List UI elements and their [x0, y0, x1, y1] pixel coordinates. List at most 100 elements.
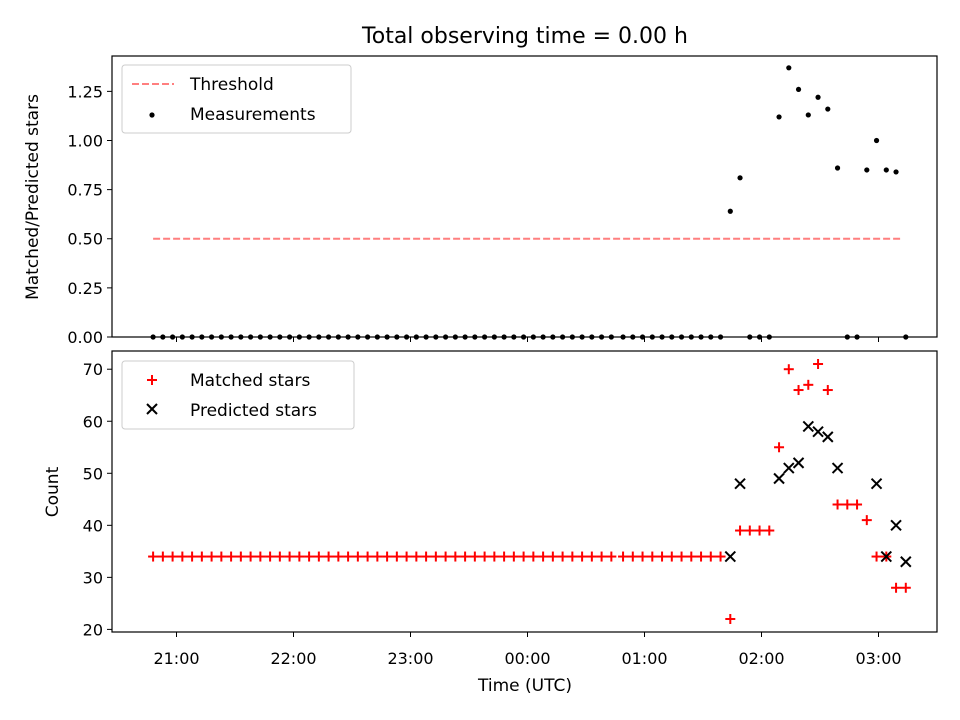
predicted-point-b — [831, 462, 844, 474]
ratio-ytick-label: 1.00 — [67, 131, 103, 150]
ratio-panel: 0.00 0.25 0.50 0.75 1.00 1.25 Matched/Predict… — [23, 55, 938, 347]
matched-point — [676, 551, 687, 562]
predicted-point — [734, 477, 746, 490]
predicted-point-b — [812, 425, 824, 438]
ratio-legend: Threshold Measurements — [121, 64, 352, 134]
measurement-point — [873, 137, 880, 144]
matched-point — [813, 359, 824, 370]
matched-point — [783, 364, 794, 375]
ratio-ytick-label: 0.00 — [67, 328, 103, 347]
matched-point — [148, 551, 159, 562]
matched-point — [421, 551, 432, 562]
matched-point — [235, 551, 246, 562]
matched-point — [255, 551, 266, 562]
matched-point — [725, 613, 736, 624]
matched-point — [245, 551, 256, 562]
matched-point — [177, 551, 188, 562]
matched-point — [852, 499, 863, 510]
matched-point — [618, 551, 629, 562]
count-ytick-label: 30 — [83, 568, 103, 587]
predicted-point — [900, 556, 912, 568]
matched-point — [430, 551, 441, 562]
matched-point — [508, 551, 519, 562]
matched-point — [479, 551, 490, 562]
predicted-point-b — [870, 477, 883, 490]
count-marks — [148, 359, 912, 624]
matched-point — [627, 551, 638, 562]
predicted-point — [802, 420, 815, 433]
predicted-point — [890, 519, 902, 532]
matched-point — [382, 551, 393, 562]
legend-predicted-label: Predicted stars — [190, 401, 317, 421]
predicted-point-b — [900, 556, 912, 568]
matched-point — [294, 551, 305, 562]
matched-point — [362, 551, 373, 562]
matched-point — [343, 551, 354, 562]
matched-point — [518, 551, 529, 562]
predicted-point-b — [773, 472, 785, 485]
matched-point — [744, 525, 755, 536]
count-ytick-label: 60 — [83, 412, 103, 431]
matched-point — [499, 551, 510, 562]
measurement-point — [727, 208, 733, 214]
matched-point — [567, 551, 578, 562]
count-xtick-label: 02:00 — [738, 649, 784, 668]
matched-point — [606, 551, 617, 562]
legend-measurements-label: Measurements — [190, 105, 316, 125]
matched-point — [489, 551, 500, 562]
count-legend: Matched stars Predicted stars — [121, 360, 355, 430]
matched-point — [265, 551, 276, 562]
measurement-point — [864, 167, 870, 173]
matched-point — [313, 551, 324, 562]
legend-matched-label: Matched stars — [190, 371, 310, 391]
matched-point — [596, 551, 607, 562]
predicted-point — [822, 431, 834, 443]
matched-point — [284, 551, 295, 562]
matched-point — [450, 551, 461, 562]
matched-point — [216, 551, 227, 562]
matched-point — [861, 515, 872, 526]
matched-point — [657, 551, 668, 562]
matched-point — [666, 551, 677, 562]
matched-point — [696, 551, 707, 562]
matched-point — [323, 551, 334, 562]
predicted-point — [812, 425, 824, 438]
matched-point — [715, 551, 726, 562]
count-xlabel: Time (UTC) — [477, 676, 572, 696]
ratio-yticks: 0.00 0.25 0.50 0.75 1.00 1.25 — [67, 82, 112, 347]
legend-predicted-swatch — [146, 403, 158, 415]
matched-point — [774, 442, 785, 453]
count-ytick-label: 50 — [83, 464, 103, 483]
ratio-axes-frame — [111, 55, 938, 338]
matched-point — [469, 551, 480, 562]
matched-point — [372, 551, 383, 562]
measurement-point — [883, 167, 889, 173]
ratio-ytick-label: 1.25 — [67, 82, 103, 101]
measurement-point — [795, 86, 802, 93]
count-xtick-label: 21:00 — [153, 649, 199, 668]
matched-point — [460, 551, 471, 562]
matched-point — [832, 499, 843, 510]
predicted-point — [783, 462, 795, 474]
matched-point — [686, 551, 697, 562]
count-ytick-label: 70 — [83, 360, 103, 379]
matched-point — [891, 582, 902, 593]
matched-point — [226, 551, 237, 562]
matched-point — [538, 551, 549, 562]
count-ytick-label: 20 — [83, 620, 103, 639]
count-xtick-label: 23:00 — [387, 649, 433, 668]
predicted-point-b — [890, 519, 902, 532]
measurement-point — [805, 112, 811, 118]
matched-point — [206, 551, 217, 562]
ratio-ytick-label: 0.50 — [67, 230, 103, 249]
measurement-point — [893, 169, 899, 175]
matched-point — [871, 551, 882, 562]
matched-point — [187, 551, 198, 562]
measurement-point — [834, 165, 841, 171]
matched-point — [333, 551, 344, 562]
count-ylabel: Count — [43, 466, 63, 517]
count-xtick-label: 01:00 — [621, 649, 667, 668]
legend-threshold-label: Threshold — [189, 75, 274, 95]
